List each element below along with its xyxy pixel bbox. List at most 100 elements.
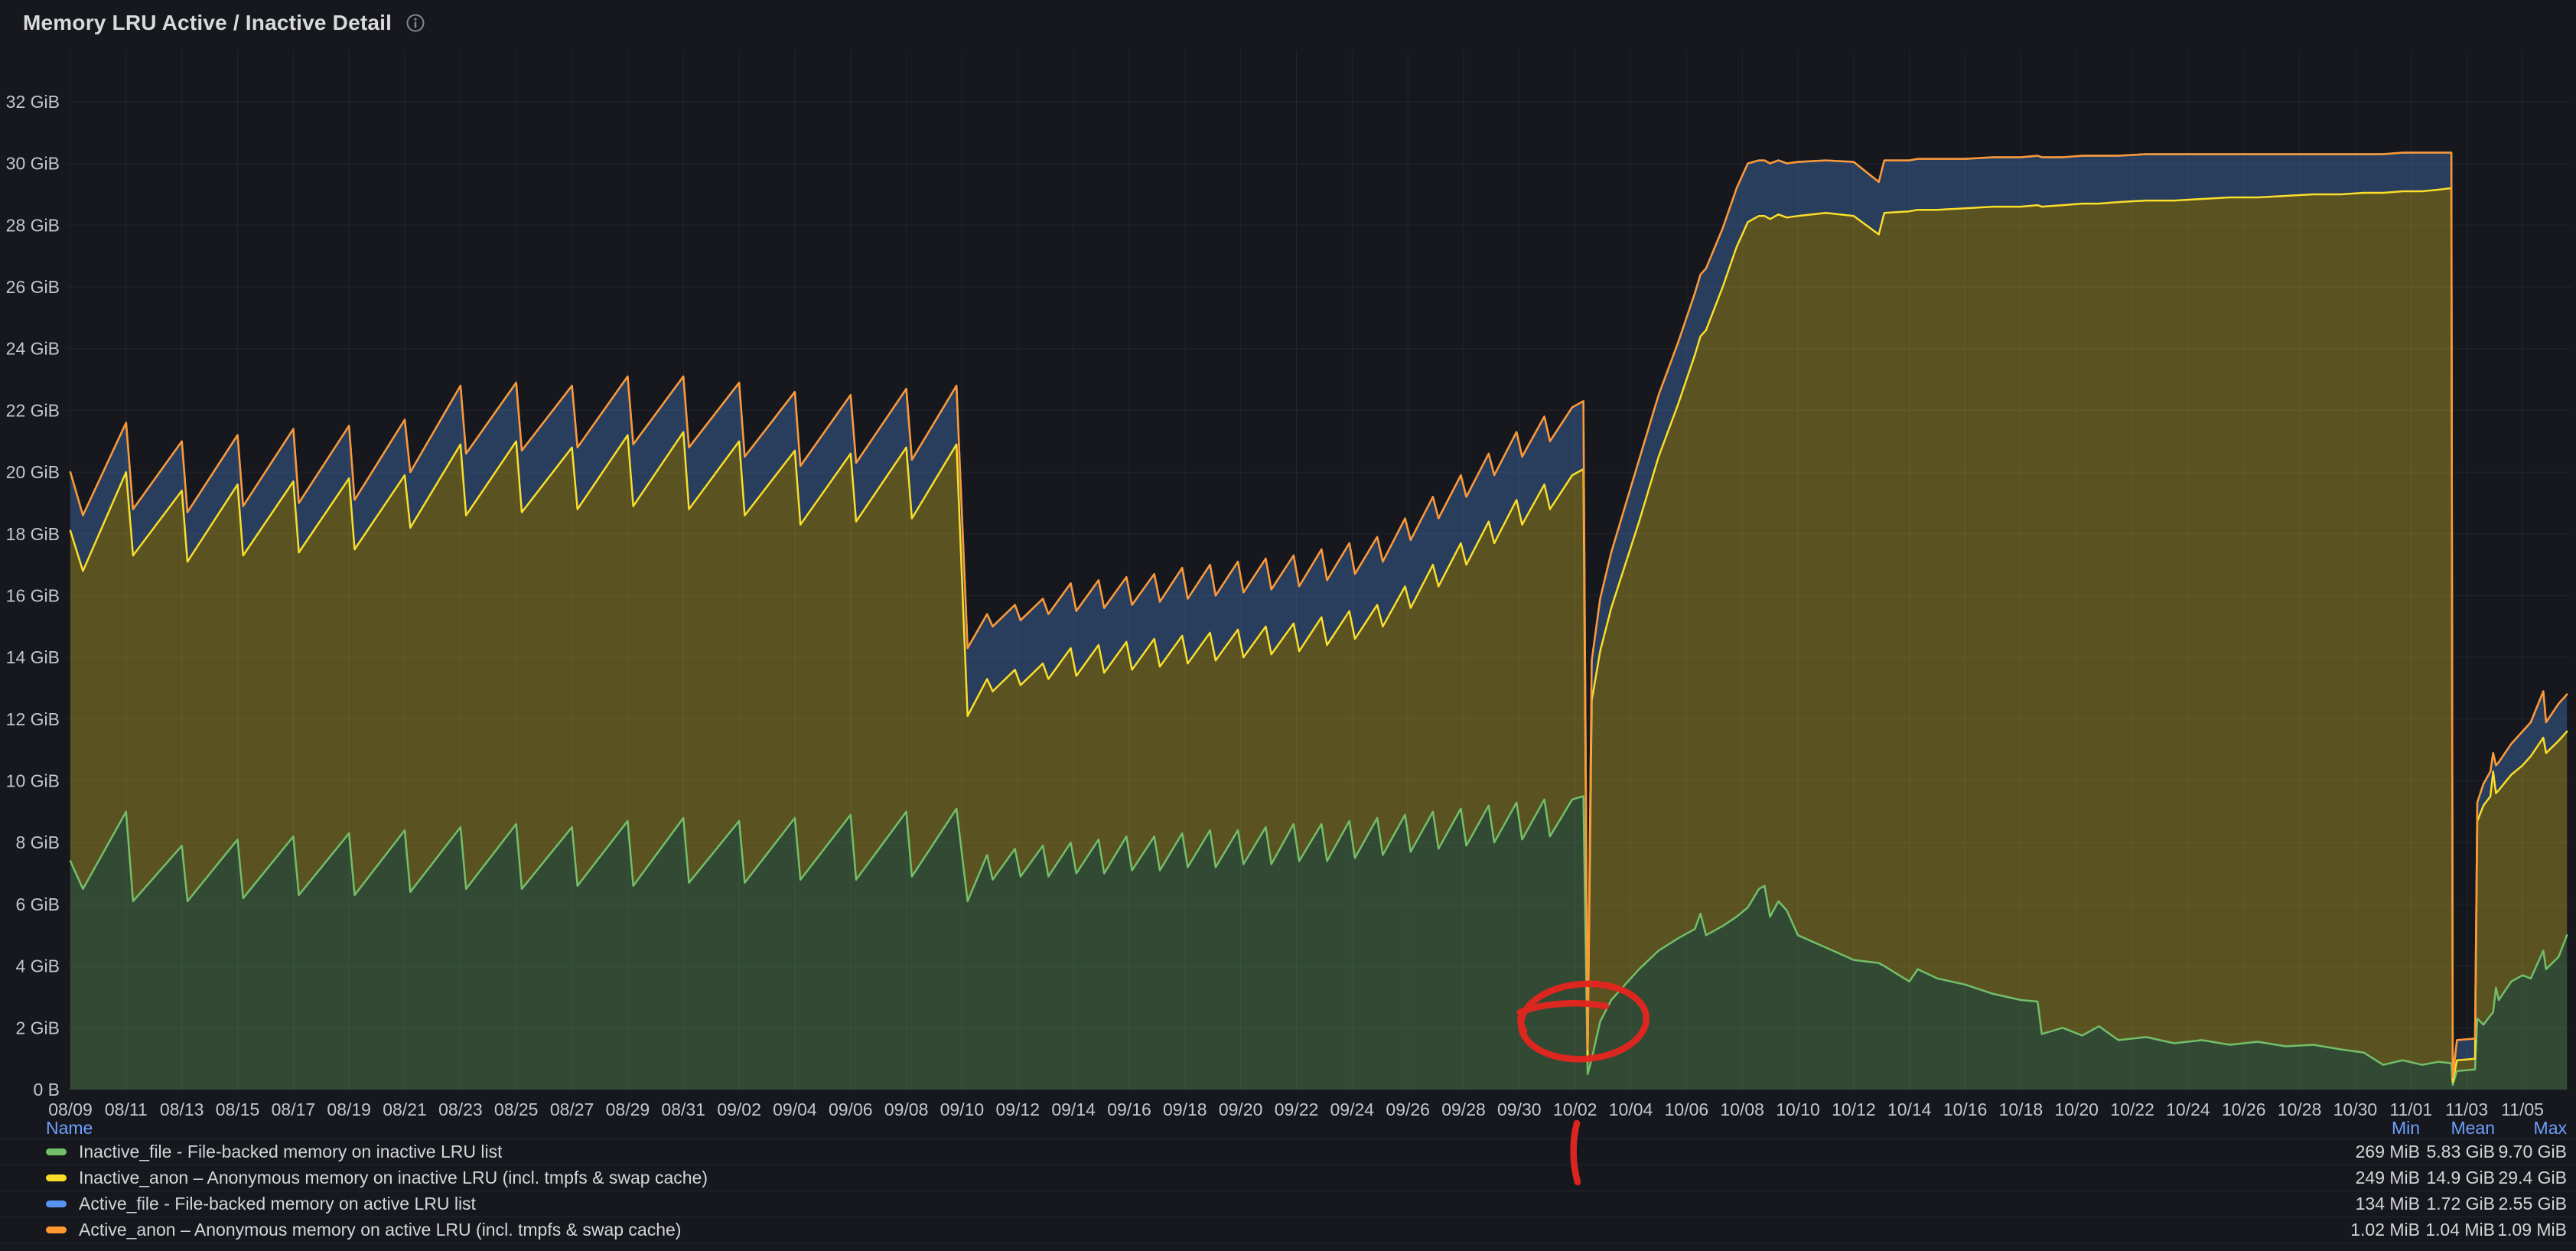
- series-label[interactable]: Inactive_file - File-backed memory on in…: [79, 1142, 503, 1161]
- x-tick-label: 10/08: [1720, 1100, 1764, 1119]
- y-tick-label: 4 GiB: [15, 956, 60, 976]
- y-tick-label: 30 GiB: [6, 154, 60, 174]
- legend-row: Active_anon – Anonymous memory on active…: [0, 1217, 2576, 1243]
- x-tick-label: 11/05: [2501, 1100, 2544, 1119]
- series-color-pill: [46, 1148, 67, 1155]
- x-tick-label: 09/06: [829, 1100, 873, 1119]
- x-tick-label: 10/26: [2222, 1100, 2266, 1119]
- x-tick-label: 08/27: [550, 1100, 594, 1119]
- series-max-value: 2.55 GiB: [2498, 1194, 2568, 1214]
- x-tick-label: 10/22: [2110, 1100, 2154, 1119]
- legend-row: Active_file - File-backed memory on acti…: [0, 1191, 2576, 1217]
- x-tick-label: 08/19: [327, 1100, 371, 1119]
- series-color-pill: [46, 1174, 67, 1181]
- x-tick-label: 11/03: [2445, 1100, 2488, 1119]
- x-tick-label: 08/17: [272, 1100, 316, 1119]
- x-tick-label: 09/24: [1330, 1100, 1375, 1119]
- y-tick-label: 24 GiB: [6, 339, 60, 359]
- legend-row: Inactive_anon – Anonymous memory on inac…: [0, 1165, 2576, 1191]
- x-tick-label: 08/21: [383, 1100, 427, 1119]
- x-tick-label: 09/14: [1051, 1100, 1096, 1119]
- legend-col-max[interactable]: Max: [2533, 1118, 2567, 1138]
- legend-col-mean[interactable]: Mean: [2451, 1118, 2495, 1138]
- x-tick-label: 09/08: [884, 1100, 929, 1119]
- x-tick-label: 09/02: [717, 1100, 761, 1119]
- x-tick-label: 10/12: [1832, 1100, 1876, 1119]
- y-tick-label: 6 GiB: [15, 894, 60, 914]
- series-label[interactable]: Active_file - File-backed memory on acti…: [79, 1194, 476, 1214]
- y-tick-label: 26 GiB: [6, 277, 60, 297]
- x-tick-label: 08/13: [160, 1100, 204, 1119]
- y-tick-label: 16 GiB: [6, 586, 60, 606]
- x-tick-label: 08/15: [216, 1100, 260, 1119]
- info-circle-icon[interactable]: [405, 13, 425, 33]
- series-color-pill: [46, 1227, 67, 1233]
- x-tick-label: 09/10: [940, 1100, 985, 1119]
- x-tick-label: 10/10: [1776, 1100, 1820, 1119]
- series-mean-value: 5.83 GiB: [2426, 1142, 2496, 1161]
- x-tick-label: 09/12: [996, 1100, 1040, 1119]
- series-min-value: 249 MiB: [2355, 1168, 2420, 1187]
- legend-header: Name Min Mean Max: [0, 1118, 2576, 1139]
- series-label[interactable]: Inactive_anon – Anonymous memory on inac…: [79, 1168, 708, 1187]
- series-mean-value: 1.04 MiB: [2425, 1220, 2495, 1240]
- x-tick-label: 10/14: [1887, 1100, 1932, 1119]
- y-tick-label: 28 GiB: [6, 215, 60, 235]
- series-color-pill: [46, 1201, 67, 1207]
- chart-areas: [70, 152, 2568, 1090]
- y-tick-label: 14 GiB: [6, 647, 60, 667]
- x-tick-label: 09/28: [1441, 1100, 1486, 1119]
- y-tick-label: 32 GiB: [6, 92, 60, 112]
- series-max-value: 9.70 GiB: [2498, 1142, 2568, 1161]
- series-min-value: 1.02 MiB: [2350, 1220, 2420, 1240]
- x-tick-label: 08/31: [661, 1100, 705, 1119]
- x-tick-label: 09/20: [1219, 1100, 1263, 1119]
- x-tick-label: 09/18: [1163, 1100, 1207, 1119]
- chart-axis-labels: 0 B 2 GiB 4 GiB 6 GiB 8 GiB 10 GiB 12 GiB 14 Gi…: [6, 92, 2544, 1119]
- x-tick-label: 10/02: [1553, 1100, 1597, 1119]
- x-tick-label: 08/09: [48, 1100, 93, 1119]
- x-tick-label: 09/16: [1107, 1100, 1151, 1119]
- legend-col-name[interactable]: Name: [46, 1118, 93, 1138]
- y-tick-label: 12 GiB: [6, 709, 60, 729]
- x-tick-label: 10/20: [2054, 1100, 2099, 1119]
- series-max-value: 29.4 GiB: [2498, 1168, 2568, 1187]
- x-tick-label: 10/28: [2278, 1100, 2322, 1119]
- y-tick-label: 2 GiB: [15, 1018, 60, 1038]
- series-max-value: 1.09 MiB: [2497, 1220, 2567, 1240]
- x-tick-label: 09/30: [1497, 1100, 1542, 1119]
- x-tick-label: 09/04: [773, 1100, 817, 1119]
- chart-grid: [67, 50, 2571, 1090]
- y-tick-label: 18 GiB: [6, 524, 60, 544]
- panel-title: Memory LRU Active / Inactive Detail: [23, 11, 392, 34]
- x-tick-label: 08/23: [438, 1100, 483, 1119]
- x-tick-label: 09/22: [1275, 1100, 1319, 1119]
- x-tick-label: 09/26: [1386, 1100, 1430, 1119]
- x-tick-label: 10/18: [1999, 1100, 2044, 1119]
- x-tick-label: 10/30: [2333, 1100, 2378, 1119]
- y-tick-label: 8 GiB: [15, 832, 60, 852]
- x-tick-label: 08/29: [606, 1100, 650, 1119]
- x-tick-label: 10/16: [1943, 1100, 1988, 1119]
- series-label[interactable]: Active_anon – Anonymous memory on active…: [79, 1220, 682, 1240]
- legend-row: Inactive_file - File-backed memory on in…: [0, 1139, 2576, 1165]
- x-tick-label: 11/01: [2389, 1100, 2432, 1119]
- series-min-value: 134 MiB: [2355, 1194, 2420, 1214]
- x-tick-label: 10/04: [1609, 1100, 1653, 1119]
- series-mean-value: 1.72 GiB: [2426, 1194, 2496, 1214]
- x-tick-label: 10/06: [1665, 1100, 1709, 1119]
- y-tick-label: 22 GiB: [6, 400, 60, 420]
- legend-col-min[interactable]: Min: [2391, 1118, 2420, 1138]
- y-tick-label: 20 GiB: [6, 462, 60, 482]
- series-min-value: 269 MiB: [2355, 1142, 2420, 1161]
- x-tick-label: 08/11: [105, 1100, 148, 1119]
- panel-header: Memory LRU Active / Inactive Detail: [23, 8, 425, 38]
- chart-lines: [69, 151, 2568, 1086]
- legend-table: Name Min Mean Max Inactive_file - File-b…: [0, 1118, 2576, 1243]
- y-tick-label: 10 GiB: [6, 771, 60, 791]
- x-tick-label: 10/24: [2166, 1100, 2210, 1119]
- series-mean-value: 14.9 GiB: [2426, 1168, 2496, 1187]
- x-tick-label: 08/25: [494, 1100, 539, 1119]
